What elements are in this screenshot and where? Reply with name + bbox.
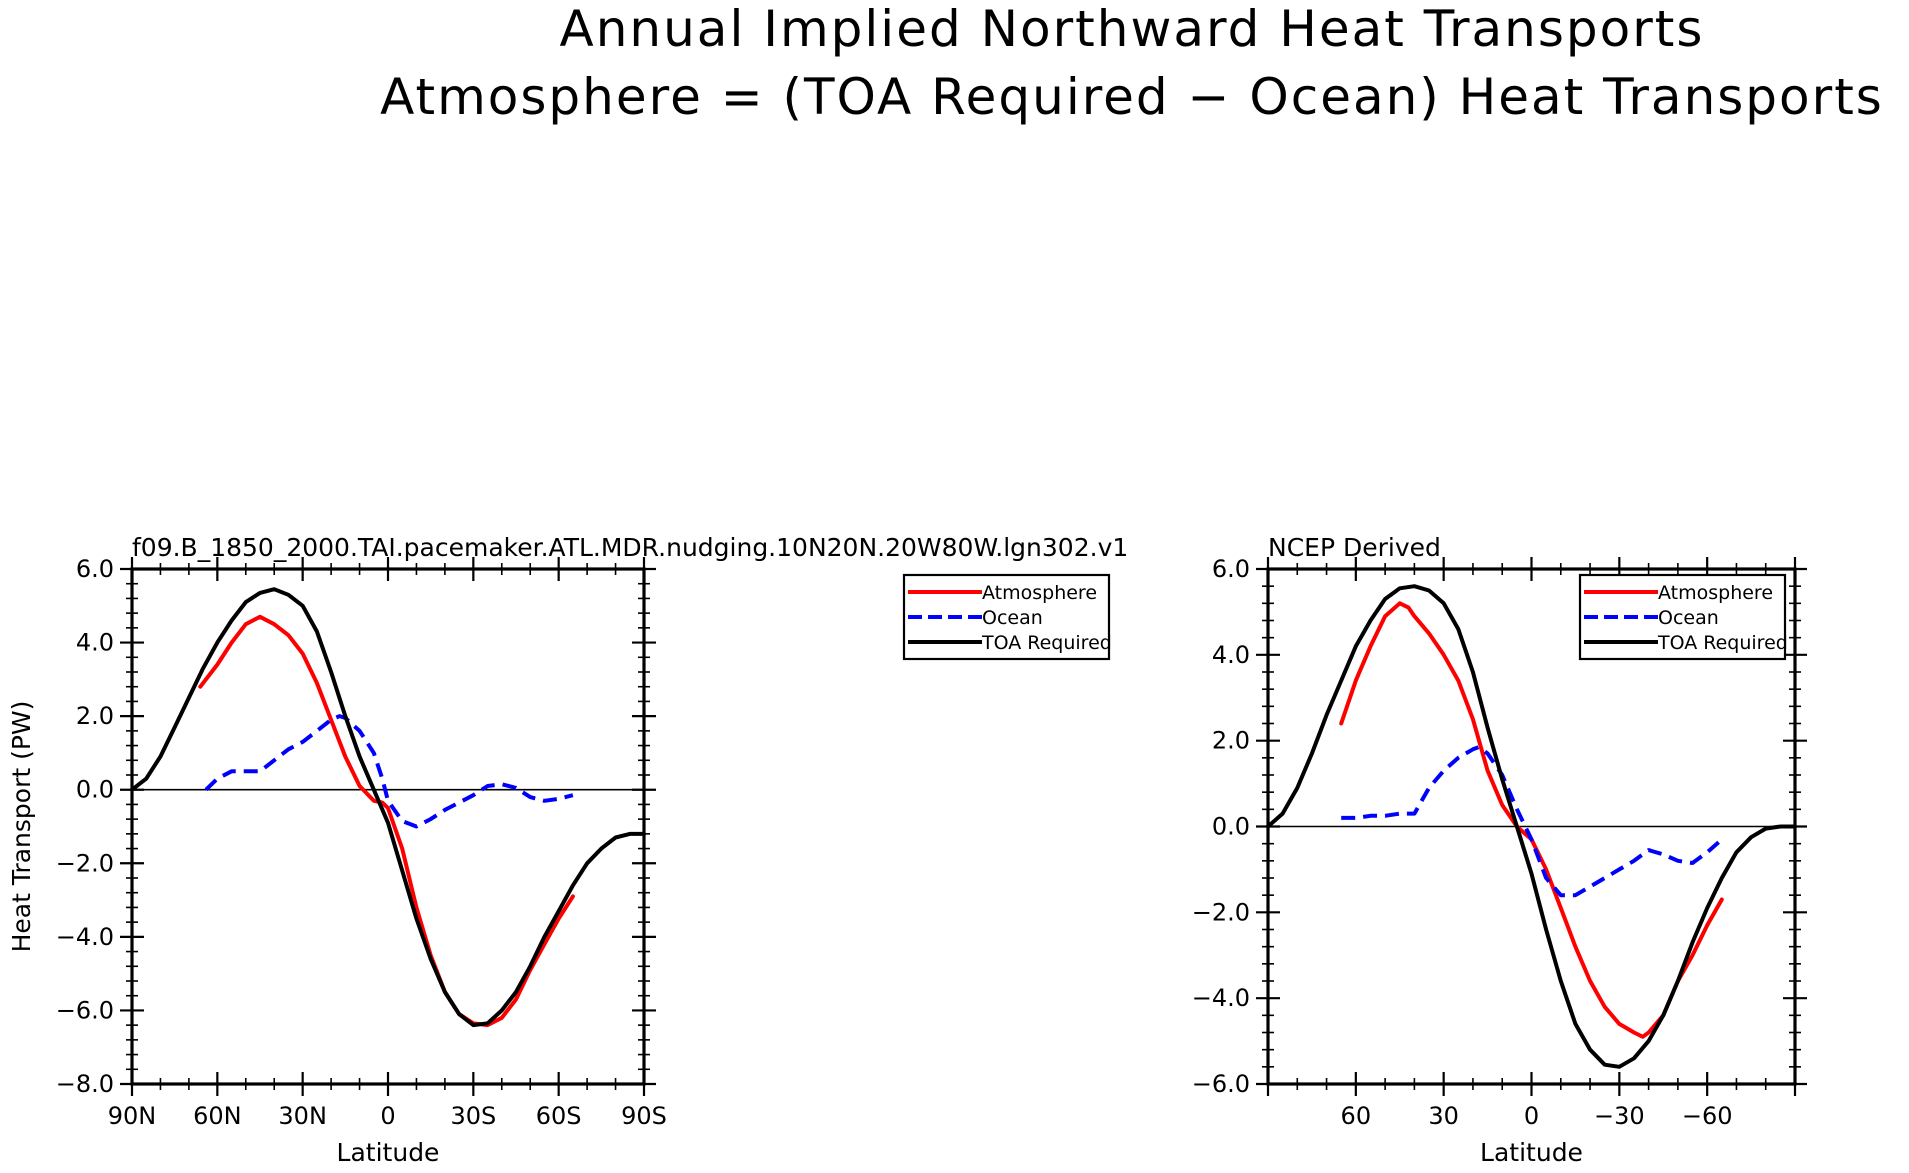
y-axis-label: Heat Transport (PW) [7,701,36,953]
legend-entry: Ocean [982,607,1043,629]
y-tick-label: 0.0 [76,776,114,804]
y-tick-label: −2.0 [56,849,114,877]
figure-title-line1: Annual Implied Northward Heat Transports [560,0,1705,58]
series-line-ocean [1341,745,1724,898]
y-tick-label: 4.0 [1212,641,1250,669]
y-tick-label: −4.0 [1192,984,1250,1012]
figure-title-line2: Atmosphere = (TOA Required − Ocean) Heat… [380,68,1884,126]
y-tick-label: −6.0 [56,996,114,1024]
y-tick-label: 2.0 [1212,727,1250,755]
series-line-atmosphere [198,614,575,1028]
y-tick-label: −4.0 [56,923,114,951]
x-tick-label: 0 [1524,1102,1539,1130]
series-line-atmosphere [1339,601,1724,1039]
x-tick-label: −60 [1682,1102,1733,1130]
legend-entry: TOA Required [981,632,1112,654]
left-chart-panel: f09.B_1850_2000.TAI.pacemaker.ATL.MDR.nu… [7,533,1128,1167]
y-tick-label: −2.0 [1192,898,1250,926]
y-tick-label: 6.0 [1212,555,1250,583]
x-tick-label: 90S [621,1102,667,1130]
series-line-ocean [204,714,574,829]
legend-entry: Atmosphere [982,582,1097,604]
y-tick-label: −6.0 [1192,1070,1250,1098]
x-tick-label: 60 [1341,1102,1372,1130]
x-tick-label: 30N [278,1102,327,1130]
plot-frame [130,567,646,1086]
panel-title: NCEP Derived [1268,533,1441,562]
x-axis-label: Latitude [337,1138,440,1167]
series-line-toa-required [130,587,646,1028]
x-tick-label: 60S [536,1102,582,1130]
panel-title: f09.B_1850_2000.TAI.pacemaker.ATL.MDR.nu… [132,533,1128,562]
plot-frame [1266,567,1797,1086]
y-tick-label: −8.0 [56,1070,114,1098]
x-tick-label: 30 [1428,1102,1459,1130]
x-tick-label: 90N [108,1102,157,1130]
x-tick-label: 60N [193,1102,242,1130]
legend-entry: TOA Required [1657,632,1788,654]
series-line-toa-required [1266,584,1797,1069]
y-tick-label: 0.0 [1212,813,1250,841]
legend-entry: Ocean [1658,607,1719,629]
x-tick-label: −30 [1594,1102,1645,1130]
right-chart-panel: NCEP Derived 6.0 4.0 2.0 0.0 −2.0 −4.0 −6.0 60 30… [1192,533,1807,1167]
legend-entry: Atmosphere [1658,582,1773,604]
x-tick-label: 0 [380,1102,395,1130]
x-axis-label: Latitude [1480,1138,1583,1167]
y-tick-label: 6.0 [76,555,114,583]
y-tick-label: 2.0 [76,702,114,730]
y-tick-label: 4.0 [76,629,114,657]
x-tick-label: 30S [450,1102,496,1130]
